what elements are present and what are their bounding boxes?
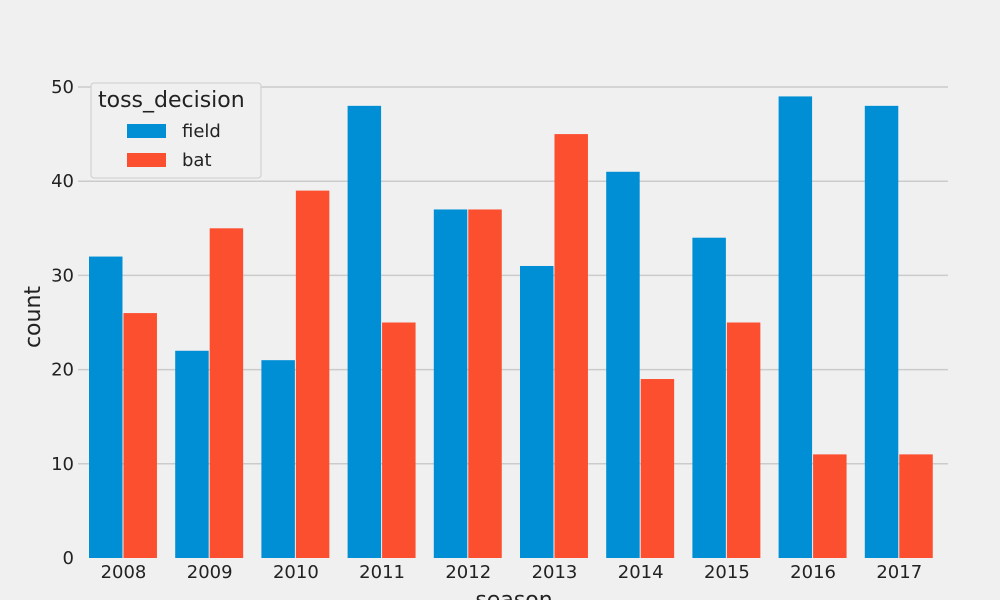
x-tick-label: 2016 xyxy=(790,562,836,583)
bar-field-2014 xyxy=(606,171,640,558)
bar-bat-2015 xyxy=(726,322,761,558)
legend: toss_decision field bat xyxy=(90,82,262,179)
x-tick-label: 2009 xyxy=(187,562,233,583)
y-tick-label: 0 xyxy=(63,548,74,569)
bar-bat-2014 xyxy=(640,379,675,558)
y-tick-label: 40 xyxy=(51,171,74,192)
bar-bat-2009 xyxy=(209,228,244,559)
bar-field-2011 xyxy=(347,105,382,558)
bar-bat-2010 xyxy=(295,190,330,558)
bar-field-2017 xyxy=(864,105,899,558)
legend-label-bat: bat xyxy=(182,150,212,171)
bar-field-2010 xyxy=(261,360,295,558)
bars xyxy=(89,96,933,559)
x-tick-labels: 2008 2009 2010 2011 2012 2013 2014 2015 2016 2017 xyxy=(101,562,923,583)
x-tick-label: 2008 xyxy=(101,562,147,583)
x-tick-label: 2012 xyxy=(445,562,491,583)
legend-label-field: field xyxy=(182,121,221,142)
x-tick-label: 2014 xyxy=(618,562,664,583)
x-tick-label: 2017 xyxy=(876,562,922,583)
y-tick-labels: 0 10 20 30 40 50 xyxy=(51,77,74,569)
x-tick-label: 2013 xyxy=(532,562,578,583)
x-tick-label: 2015 xyxy=(704,562,750,583)
legend-swatch-field xyxy=(127,124,166,138)
bar-field-2016 xyxy=(778,96,813,559)
x-axis-label: season xyxy=(475,588,552,600)
bar-field-2013 xyxy=(520,265,554,558)
legend-title: toss_decision xyxy=(98,88,245,113)
bar-bat-2011 xyxy=(382,322,416,558)
x-tick-label: 2010 xyxy=(273,562,319,583)
legend-swatch-bat xyxy=(127,153,166,167)
y-axis-label: count xyxy=(21,286,46,348)
x-tick-label: 2011 xyxy=(359,562,405,583)
bar-field-2015 xyxy=(692,237,726,558)
y-tick-label: 50 xyxy=(51,77,74,98)
bar-field-2012 xyxy=(433,209,468,558)
y-tick-label: 30 xyxy=(51,265,74,286)
bar-bat-2017 xyxy=(899,454,933,558)
y-tick-label: 20 xyxy=(51,360,74,381)
bar-bat-2013 xyxy=(554,134,588,558)
bar-field-2008 xyxy=(89,256,123,558)
bar-bat-2008 xyxy=(123,313,157,558)
bar-bat-2012 xyxy=(468,209,502,558)
y-tick-label: 10 xyxy=(51,454,74,475)
bar-field-2009 xyxy=(175,350,209,558)
bar-bat-2016 xyxy=(813,454,847,558)
